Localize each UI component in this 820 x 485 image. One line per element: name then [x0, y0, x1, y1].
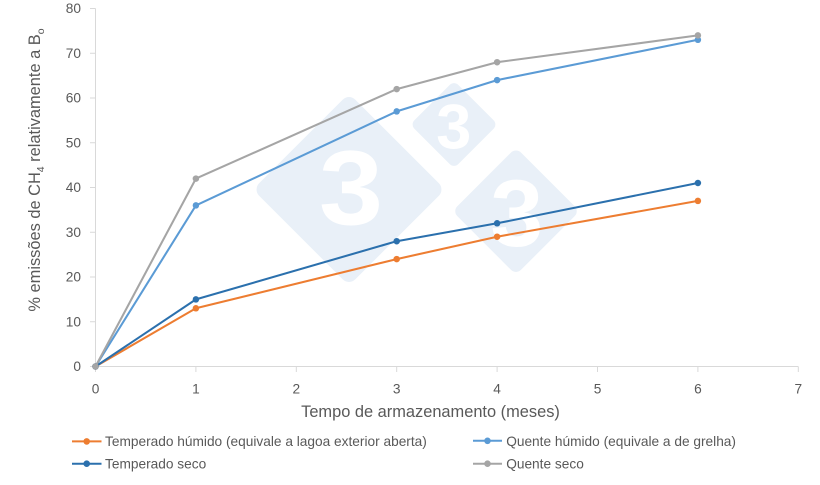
svg-text:% emissões de CH4 relativament: % emissões de CH4 relativamente a Bo [26, 28, 47, 311]
svg-text:Temperado húmido (equivale a l: Temperado húmido (equivale a lagoa exter… [105, 434, 427, 449]
svg-text:2: 2 [292, 381, 300, 396]
svg-text:50: 50 [66, 135, 82, 150]
svg-text:Quente seco: Quente seco [506, 457, 584, 472]
svg-text:10: 10 [66, 314, 82, 329]
svg-text:3: 3 [319, 130, 383, 248]
svg-text:80: 80 [66, 1, 82, 16]
svg-text:6: 6 [694, 381, 702, 396]
svg-text:0: 0 [73, 359, 81, 374]
svg-text:4: 4 [493, 381, 501, 396]
svg-text:0: 0 [92, 381, 100, 396]
svg-text:40: 40 [66, 180, 82, 195]
svg-text:Tempo de armazenamento (meses): Tempo de armazenamento (meses) [301, 403, 560, 421]
svg-text:Quente húmido (equivale a de g: Quente húmido (equivale a de grelha) [506, 434, 736, 449]
svg-text:3: 3 [393, 381, 401, 396]
svg-text:70: 70 [66, 46, 82, 61]
svg-text:3: 3 [490, 161, 543, 267]
svg-text:20: 20 [66, 270, 82, 285]
svg-text:60: 60 [66, 91, 82, 106]
svg-text:30: 30 [66, 225, 82, 240]
svg-text:7: 7 [794, 381, 802, 396]
svg-text:Temperado seco: Temperado seco [105, 457, 207, 472]
svg-text:5: 5 [594, 381, 602, 396]
svg-text:1: 1 [192, 381, 200, 396]
svg-text:3: 3 [436, 92, 471, 162]
